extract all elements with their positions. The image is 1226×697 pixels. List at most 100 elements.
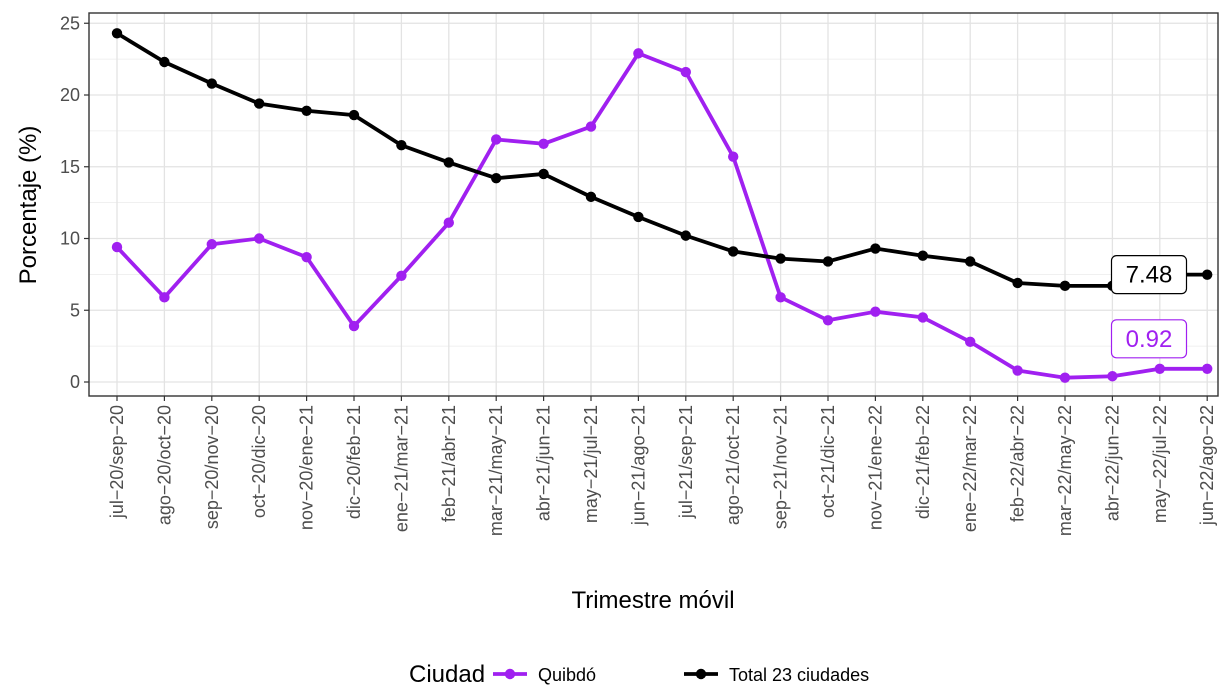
x-tick-label: nov−21/ene−22 [865,405,885,530]
data-point [1154,363,1166,374]
legend-label: Quibdó [538,665,596,685]
series-quibdo [111,48,1213,383]
x-tick-label: ene−22/mar−22 [960,405,980,532]
x-tick-label: jul−20/sep−20 [107,405,127,519]
end-labels: 0.92 7.48 [1110,255,1188,359]
data-point [965,256,976,267]
y-tick-label: 5 [70,300,80,320]
end-label: 7.48 [1110,255,1188,295]
legend-key-point [695,668,707,680]
data-point [206,239,217,250]
data-point [111,28,123,39]
y-tick-label: 20 [60,85,80,105]
x-tick-label: abr−22/jun−22 [1102,405,1122,521]
data-point [538,138,549,149]
x-tick-label: ago−20/oct−20 [154,405,174,525]
data-point [396,270,407,282]
x-tick-label: feb−21/abr−21 [439,405,459,522]
y-tick-label: 0 [70,372,80,392]
series-total-23-ciudades [111,28,1213,292]
data-point [254,233,265,244]
x-tick-label: abr−21/jun−21 [534,405,554,521]
x-tick-label: mar−22/may−22 [1055,405,1075,536]
data-point [633,48,644,59]
plot-panel [88,12,1219,397]
data-point [965,336,976,348]
x-tick-label: feb−22/abr−22 [1008,405,1028,522]
data-point [301,251,312,263]
data-point [1202,363,1213,374]
data-point [1012,365,1023,376]
x-tick-label: ene−21/mar−21 [391,405,411,532]
x-axis-title: Trimestre móvil [571,587,734,614]
data-point [775,292,786,303]
data-point [633,211,644,223]
data-point [159,56,170,68]
data-point [585,191,597,203]
data-point [1202,269,1213,280]
x-tick-label: may−22/jul−22 [1150,405,1170,523]
x-tick-label: oct−21/dic−21 [818,405,838,518]
data-point [917,250,928,261]
data-point [254,98,265,109]
data-point [443,217,454,228]
y-tick-label: 25 [60,13,80,33]
legend-key-point [504,668,516,680]
data-point [585,121,597,132]
data-point [680,230,691,241]
data-point [728,246,739,257]
data-point [491,134,502,145]
data-point [870,243,881,254]
data-point [1107,371,1118,382]
legend-item: Quibdó [493,665,596,685]
x-tick-label: jun−21/ago−21 [628,405,648,526]
x-tick-label: ago−21/oct−21 [723,405,743,525]
data-point [538,168,549,180]
data-point [917,312,928,323]
data-point [775,253,786,264]
data-point [1059,280,1071,292]
x-tick-label: mar−21/may−21 [486,405,506,536]
legend-item: Total 23 ciudades [684,665,869,685]
end-label-value: 7.48 [1126,262,1173,289]
end-label-box [1110,319,1188,359]
grid [89,13,1218,396]
legend-label: Total 23 ciudades [729,665,869,685]
end-label-value: 0.92 [1126,326,1173,353]
data-point [348,320,360,332]
x-tick-label: oct−20/dic−20 [249,405,269,518]
end-label-box [1110,255,1188,295]
data-point [822,256,834,267]
x-tick-label: may−21/jul−21 [581,405,601,523]
data-point [159,292,170,303]
legend-title: Ciudad [409,661,485,688]
x-tick-label: jun−22/ago−22 [1197,405,1217,526]
data-point [1059,372,1071,383]
panel-background [89,13,1218,396]
series-line [115,31,1210,288]
data-point [728,151,739,162]
y-tick-label: 15 [60,157,80,177]
x-tick-label: dic−20/feb−21 [344,405,364,519]
y-axis-title: Porcentaje (%) [15,126,42,285]
data-point [822,315,834,326]
data-point [111,241,123,253]
end-label: 0.92 [1110,319,1188,359]
legend: Ciudad Quibdó Total 23 ciudades [409,661,869,688]
series-lines [111,28,1213,383]
data-point [348,109,360,121]
x-tick-label: sep−20/nov−20 [202,405,222,529]
data-point [443,157,454,168]
x-tick-label: sep−21/nov−21 [771,405,791,529]
data-point [396,140,407,151]
y-tick-label: 10 [60,229,80,249]
x-tick-label: jul−21/sep−21 [676,405,696,519]
data-point [206,78,217,89]
data-point [491,173,502,184]
axes: 0 5 10 15 20 25 jul−20/sep−20 ago−20/oct−20 sep−… [60,13,1217,536]
series-line [115,51,1210,380]
x-tick-label: dic−21/feb−22 [913,405,933,519]
data-point [1012,277,1023,289]
data-point [870,306,881,317]
